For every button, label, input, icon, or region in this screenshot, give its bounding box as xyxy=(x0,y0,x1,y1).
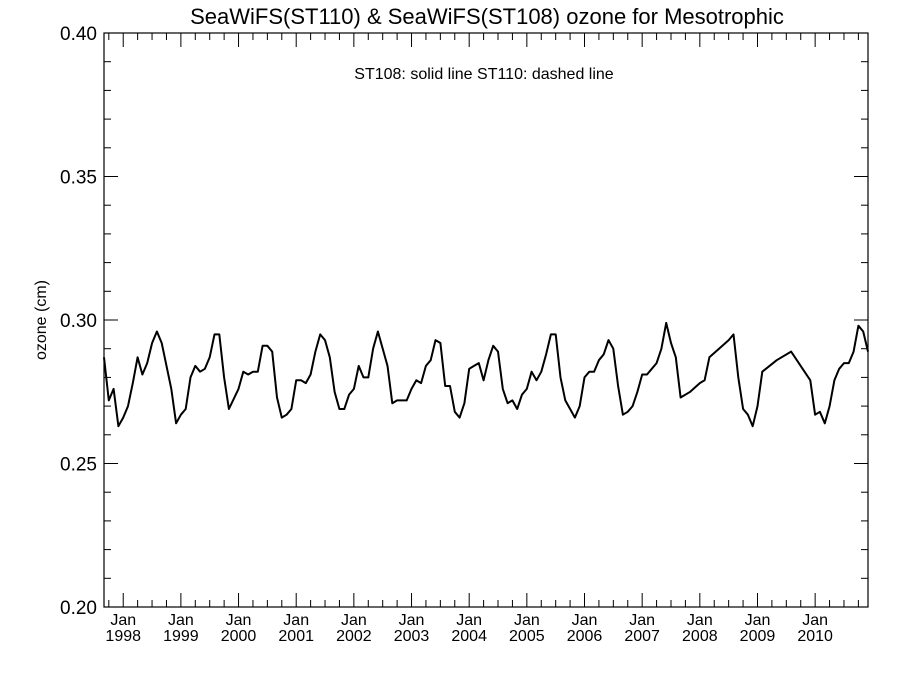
x-tick-year-label: 2008 xyxy=(682,628,718,645)
chart-title: SeaWiFS(ST110) & SeaWiFS(ST108) ozone fo… xyxy=(190,4,784,29)
y-tick-label: 0.30 xyxy=(60,311,97,332)
x-tick-year-label: 2010 xyxy=(797,628,833,645)
ozone-series-line-solid xyxy=(103,321,869,428)
x-tick-month-label: Jan xyxy=(687,612,713,629)
x-tick-month-label: Jan xyxy=(283,612,309,629)
x-tick-month-label: Jan xyxy=(399,612,425,629)
y-tick-label: 0.35 xyxy=(60,168,97,189)
x-tick-year-label: 2004 xyxy=(451,628,487,645)
x-tick-year-label: 2009 xyxy=(740,628,776,645)
x-axis: Jan1998Jan1999Jan2000Jan2001Jan2002Jan20… xyxy=(105,33,859,645)
x-tick-month-label: Jan xyxy=(629,612,655,629)
x-tick-month-label: Jan xyxy=(168,612,194,629)
series-layer xyxy=(103,321,869,428)
x-tick-month-label: Jan xyxy=(456,612,482,629)
x-tick-month-label: Jan xyxy=(745,612,771,629)
x-tick-year-label: 2001 xyxy=(278,628,314,645)
x-tick-year-label: 2006 xyxy=(567,628,603,645)
y-axis: 0.20 0.25 0.30 0.35 0.40 xyxy=(60,24,868,619)
x-tick-year-label: 2000 xyxy=(221,628,257,645)
x-tick-month-label: Jan xyxy=(226,612,252,629)
y-tick-label: 0.25 xyxy=(60,455,97,476)
x-tick-month-label: Jan xyxy=(802,612,828,629)
x-tick-month-label: Jan xyxy=(514,612,540,629)
x-tick-month-label: Jan xyxy=(572,612,598,629)
line-style-note: ST108: solid line ST110: dashed line xyxy=(354,66,614,83)
plot-frame xyxy=(103,32,869,608)
y-axis-label: ozone (cm) xyxy=(33,280,50,360)
x-tick-year-label: 1998 xyxy=(105,628,141,645)
x-tick-year-label: 2005 xyxy=(509,628,545,645)
x-tick-year-label: 2002 xyxy=(336,628,372,645)
x-tick-year-label: 2007 xyxy=(624,628,660,645)
x-tick-month-label: Jan xyxy=(341,612,367,629)
x-tick-year-label: 2003 xyxy=(394,628,430,645)
y-tick-label: 0.20 xyxy=(60,598,97,619)
x-tick-year-label: 1999 xyxy=(163,628,199,645)
y-tick-label: 0.40 xyxy=(60,24,97,45)
x-tick-month-label: Jan xyxy=(110,612,136,629)
